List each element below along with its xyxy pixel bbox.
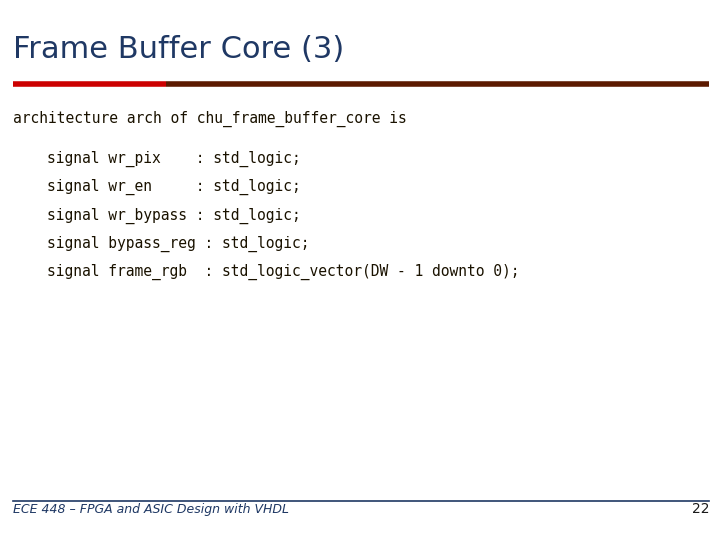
Text: Frame Buffer Core (3): Frame Buffer Core (3) [13,35,344,64]
Text: signal wr_en     : std_logic;: signal wr_en : std_logic; [47,179,300,195]
Text: signal wr_pix    : std_logic;: signal wr_pix : std_logic; [47,151,300,167]
Text: signal bypass_reg : std_logic;: signal bypass_reg : std_logic; [47,235,310,252]
Text: architecture arch of chu_frame_buffer_core is: architecture arch of chu_frame_buffer_co… [13,111,407,127]
Text: signal frame_rgb  : std_logic_vector(DW - 1 downto 0);: signal frame_rgb : std_logic_vector(DW -… [47,264,519,280]
Text: 22: 22 [692,502,709,516]
Text: ECE 448 – FPGA and ASIC Design with VHDL: ECE 448 – FPGA and ASIC Design with VHDL [13,503,289,516]
Text: signal wr_bypass : std_logic;: signal wr_bypass : std_logic; [47,207,300,224]
